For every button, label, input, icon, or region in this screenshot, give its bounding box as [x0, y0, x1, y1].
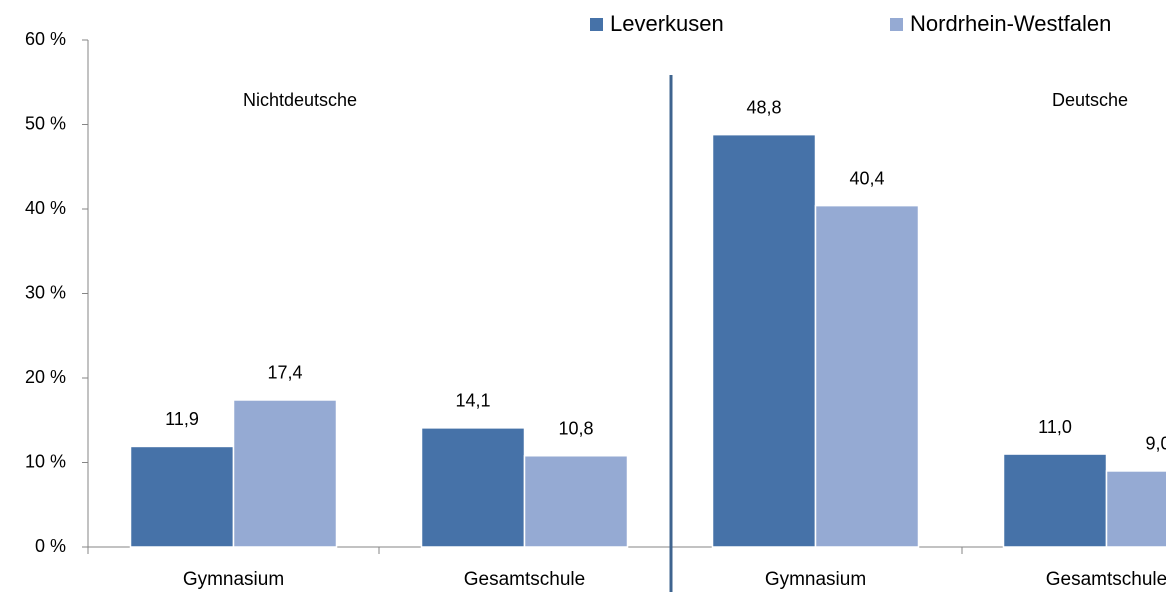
y-tick-label: 0 % — [35, 536, 66, 556]
x-tick-label: Gesamtschule — [1046, 569, 1166, 590]
bar — [1105, 470, 1166, 548]
y-tick-label: 50 % — [25, 113, 66, 133]
y-tick-label: 40 % — [25, 198, 66, 218]
bar — [711, 133, 817, 548]
y-tick-label: 60 % — [25, 29, 66, 49]
y-tick-label: 30 % — [25, 282, 66, 302]
value-label: 9,0 — [1145, 434, 1166, 454]
value-label: 17,4 — [267, 363, 302, 383]
x-tick-label: Gymnasium — [765, 569, 866, 590]
bar — [232, 399, 338, 548]
value-label: 48,8 — [746, 97, 781, 117]
x-tick-label: Gymnasium — [183, 569, 284, 590]
bar — [420, 427, 526, 548]
y-tick-label: 20 % — [25, 367, 66, 387]
value-label: 40,4 — [849, 168, 884, 188]
bar — [814, 204, 920, 548]
x-tick-label: Gesamtschule — [464, 569, 585, 590]
legend-swatch — [590, 18, 603, 31]
bar — [523, 454, 629, 548]
value-label: 11,9 — [165, 409, 199, 429]
legend-label: Nordrhein-Westfalen — [910, 11, 1111, 36]
bar — [129, 445, 235, 548]
value-label: 14,1 — [455, 391, 490, 411]
value-label: 11,0 — [1038, 417, 1072, 437]
section-label: Nichtdeutsche — [243, 90, 357, 110]
legend-label: Leverkusen — [610, 11, 724, 36]
section-label: Deutsche — [1052, 90, 1128, 110]
y-tick-label: 10 % — [25, 451, 66, 471]
value-label: 10,8 — [558, 418, 593, 438]
bar — [1002, 453, 1108, 548]
legend-swatch — [890, 18, 903, 31]
